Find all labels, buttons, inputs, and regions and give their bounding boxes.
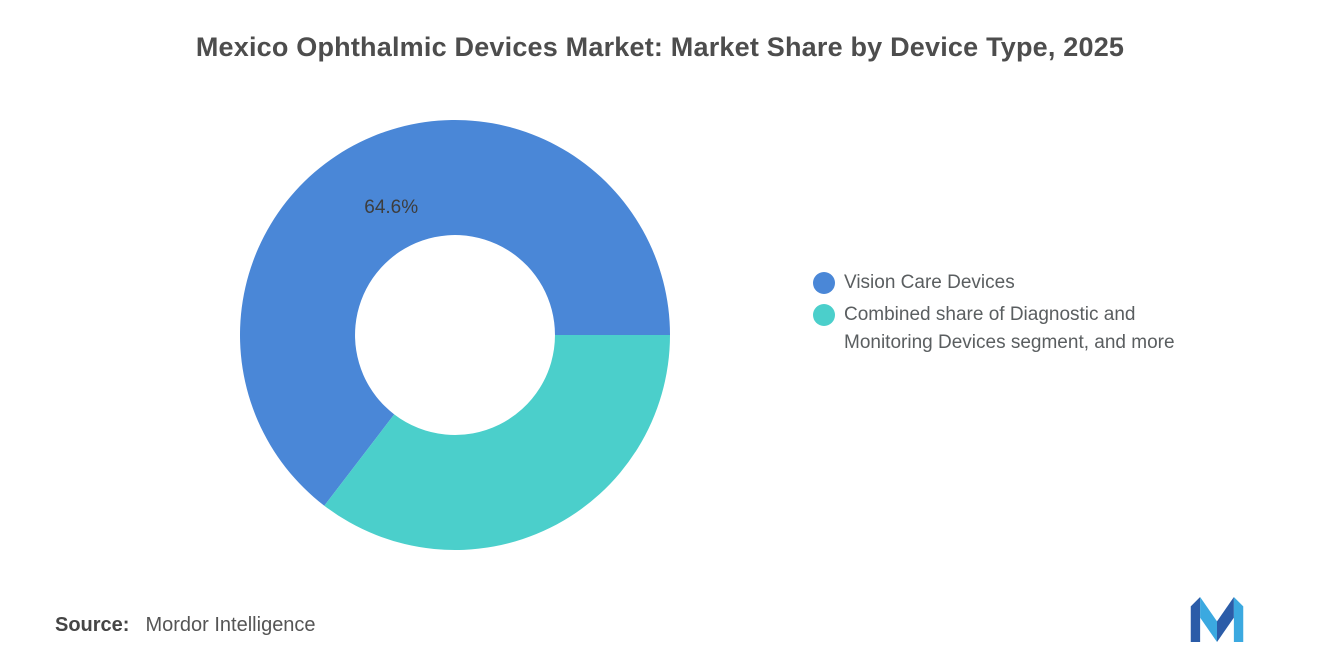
logo-left-bar [1190,597,1201,642]
chart-title: Mexico Ophthalmic Devices Market: Market… [195,32,1125,62]
legend-label-combined-share: Combined share of Diagnostic and Monitor… [844,304,1175,353]
legend-item-combined-share: Combined share of Diagnostic and Monitor… [813,301,1196,357]
mordor-intelligence-logo [1190,597,1244,642]
source-row: Source: Mordor Intelligence [55,614,316,637]
donut-chart-svg: 64.6% [240,120,670,551]
source-label: Source: [55,614,130,636]
legend-dot-vision-care [813,272,835,294]
legend-item-vision-care: Vision Care Devices [813,269,1196,297]
legend-label-vision-care: Vision Care Devices [844,272,1015,293]
chart-legend: Vision Care Devices Combined share of Di… [813,269,1196,361]
donut-chart: 64.6% [235,115,675,555]
logo-right-bar [1233,597,1244,642]
logo-right-diagonal [1217,597,1234,642]
donut-segment-0[interactable] [240,120,670,506]
source-value: Mordor Intelligence [145,614,316,636]
segment-data-label-0: 64.6% [364,197,418,218]
legend-dot-combined-share [813,304,835,326]
donut-segment-1[interactable] [324,335,670,551]
logo-left-diagonal [1200,597,1217,642]
